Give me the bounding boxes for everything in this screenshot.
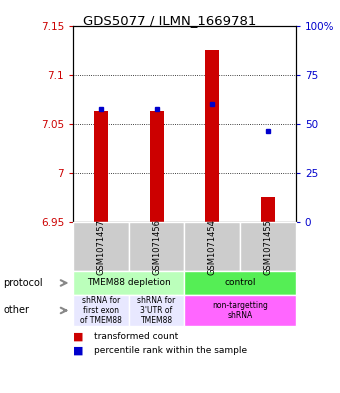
Text: control: control [224, 279, 256, 287]
Text: ■: ■ [73, 346, 84, 356]
Text: other: other [3, 305, 29, 316]
Bar [94, 111, 108, 222]
Text: transformed count: transformed count [94, 332, 178, 341]
Bar [205, 50, 219, 222]
Text: shRNA for
first exon
of TMEM88: shRNA for first exon of TMEM88 [80, 296, 122, 325]
Text: GSM1071455: GSM1071455 [264, 219, 272, 275]
Text: GSM1071457: GSM1071457 [97, 219, 105, 275]
Bar [150, 111, 164, 222]
Text: shRNA for
3'UTR of
TMEM88: shRNA for 3'UTR of TMEM88 [137, 296, 176, 325]
Text: non-targetting
shRNA: non-targetting shRNA [212, 301, 268, 320]
Text: percentile rank within the sample: percentile rank within the sample [94, 346, 246, 355]
Text: GDS5077 / ILMN_1669781: GDS5077 / ILMN_1669781 [83, 14, 257, 27]
Bar [261, 198, 275, 222]
Text: GSM1071456: GSM1071456 [152, 219, 161, 275]
Text: protocol: protocol [3, 278, 43, 288]
Text: ■: ■ [73, 332, 84, 342]
Text: GSM1071454: GSM1071454 [208, 219, 217, 275]
Text: TMEM88 depletion: TMEM88 depletion [87, 279, 171, 287]
